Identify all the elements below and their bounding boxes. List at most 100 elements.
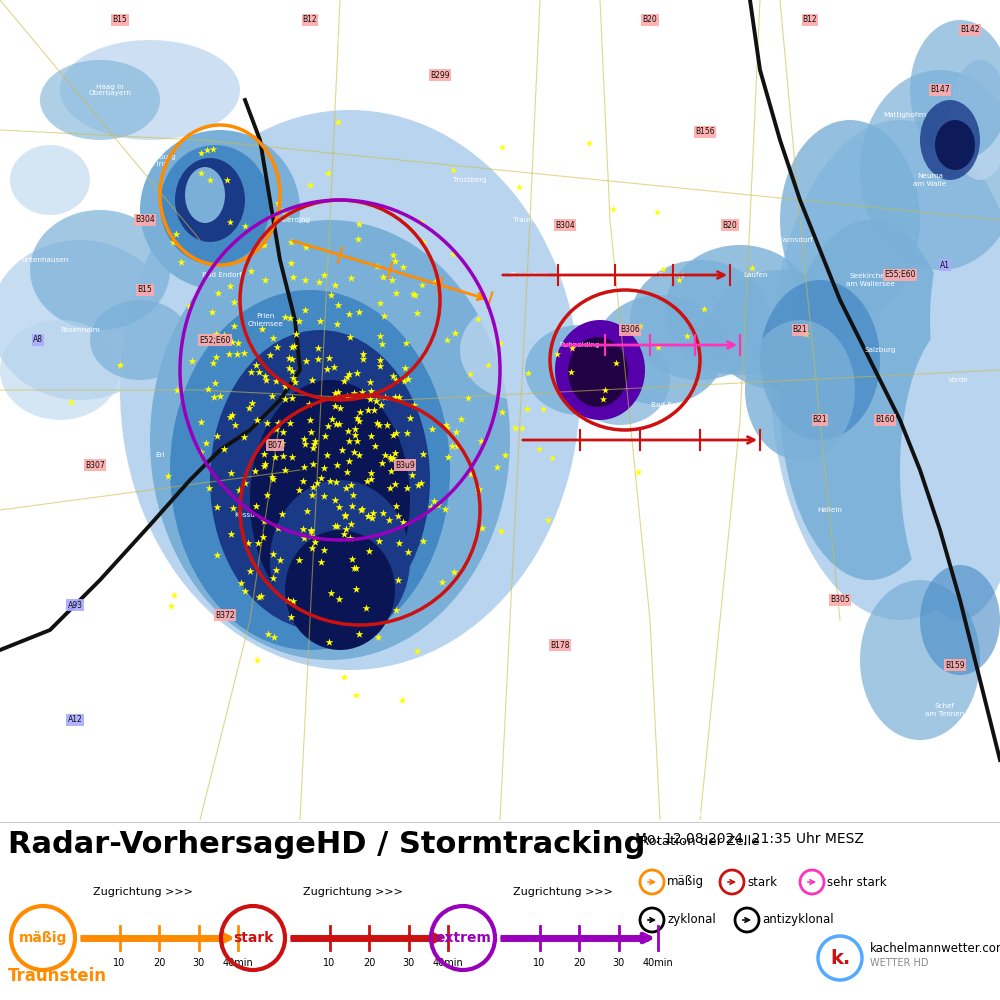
Point <box>395 514 411 530</box>
Point <box>291 482 307 498</box>
Point <box>398 335 414 351</box>
Point <box>285 269 301 285</box>
Point <box>332 400 348 416</box>
Point <box>277 462 293 478</box>
Text: Rosenheim: Rosenheim <box>60 327 100 333</box>
Text: mäßig: mäßig <box>667 876 704 888</box>
Point <box>497 447 513 463</box>
Point <box>304 372 320 388</box>
Ellipse shape <box>160 145 270 265</box>
Point <box>302 412 318 428</box>
Point <box>445 246 461 262</box>
Text: A8: A8 <box>33 336 43 344</box>
Point <box>414 277 430 293</box>
Point <box>321 634 337 650</box>
Point <box>327 398 343 414</box>
Point <box>564 340 580 356</box>
Text: 20: 20 <box>153 958 165 968</box>
Ellipse shape <box>910 20 1000 160</box>
Point <box>388 372 404 388</box>
Text: Oberarnsdorf: Oberarnsdorf <box>766 237 814 243</box>
Point <box>306 436 322 452</box>
Text: 40min: 40min <box>433 958 463 968</box>
Point <box>224 334 240 350</box>
Point <box>305 479 321 495</box>
Point <box>323 287 339 303</box>
Ellipse shape <box>0 240 170 400</box>
Point <box>204 304 220 320</box>
Point <box>361 543 377 559</box>
Text: chau: chau <box>36 417 54 423</box>
Point <box>372 352 388 368</box>
Text: Altötting: Altötting <box>564 32 596 38</box>
Point <box>439 332 455 348</box>
Point <box>281 350 297 366</box>
Text: B304: B304 <box>135 216 155 225</box>
Point <box>240 535 256 551</box>
Text: B20: B20 <box>643 15 657 24</box>
Text: B21: B21 <box>813 416 827 424</box>
Text: Kirsdorf
in Tirol: Kirsdorf in Tirol <box>366 744 394 756</box>
Point <box>342 530 358 546</box>
Point <box>507 420 523 436</box>
Point <box>446 564 462 580</box>
Point <box>259 415 275 431</box>
Point <box>237 475 253 491</box>
Point <box>337 508 353 524</box>
Ellipse shape <box>285 530 395 650</box>
Text: stark: stark <box>233 931 273 945</box>
Point <box>347 421 363 437</box>
Point <box>259 487 275 503</box>
Point <box>222 278 238 294</box>
Text: B306: B306 <box>620 326 640 334</box>
Text: Map data © OpenStreetMap contributors, rendering GIScience Research Group @ Heid: Map data © OpenStreetMap contributors, r… <box>691 810 998 816</box>
Ellipse shape <box>860 70 1000 270</box>
Point <box>283 609 299 625</box>
Text: B160: B160 <box>875 416 895 424</box>
Point <box>331 416 347 432</box>
Point <box>360 402 376 418</box>
Point <box>679 328 695 344</box>
Text: A12: A12 <box>68 716 82 724</box>
Point <box>226 294 242 310</box>
Point <box>327 385 343 401</box>
Point <box>193 165 209 181</box>
Point <box>296 530 312 546</box>
Point <box>581 135 597 151</box>
Point <box>236 345 252 361</box>
Point <box>316 542 332 558</box>
Point <box>531 441 547 457</box>
Point <box>345 487 361 503</box>
Point <box>224 407 240 423</box>
Point <box>253 588 269 604</box>
Point <box>630 464 646 480</box>
Text: Seekirchen
am Wallersee: Seekirchen am Wallersee <box>846 273 894 286</box>
Point <box>200 381 216 397</box>
Ellipse shape <box>525 325 635 415</box>
Point <box>208 326 224 342</box>
Text: B178: B178 <box>550 641 570 650</box>
Point <box>298 239 314 255</box>
Text: E52;E60: E52;E60 <box>199 336 231 344</box>
Point <box>334 442 350 458</box>
Point <box>400 371 416 387</box>
Point <box>303 523 319 539</box>
Point <box>373 397 389 413</box>
Text: B307: B307 <box>85 460 105 470</box>
Point <box>415 446 431 462</box>
Point <box>257 456 273 472</box>
Point <box>205 141 221 157</box>
Point <box>494 139 510 155</box>
Point <box>369 258 385 274</box>
Text: Traunstein: Traunstein <box>511 272 549 278</box>
Point <box>360 508 376 524</box>
Text: A93: A93 <box>68 600 82 609</box>
Point <box>268 562 284 578</box>
Point <box>415 234 431 250</box>
Point <box>316 460 332 476</box>
Point <box>199 142 215 158</box>
Point <box>549 346 565 362</box>
Point <box>460 390 476 406</box>
Point <box>372 358 388 374</box>
Text: Haag in
Oberbayern: Haag in Oberbayern <box>89 84 131 97</box>
